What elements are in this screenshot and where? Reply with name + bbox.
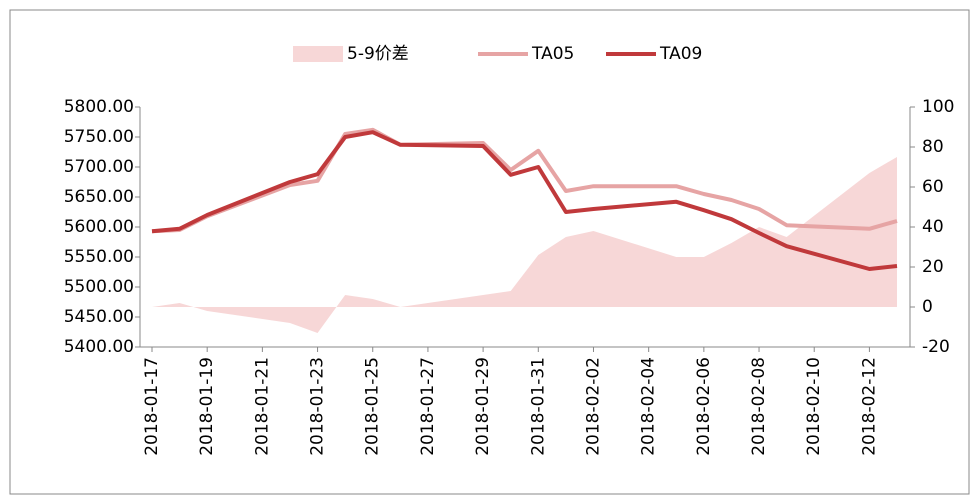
y-tick-label: 5600.00 [64, 217, 134, 237]
x-tick-label: 2018-01-31 [528, 357, 548, 456]
x-tick-label: 2018-01-17 [142, 357, 162, 456]
legend-label: TA05 [531, 44, 574, 64]
x-tick-label: 2018-02-10 [804, 357, 824, 456]
y-tick-label: 5700.00 [64, 157, 134, 177]
x-tick-label: 2018-02-06 [694, 357, 714, 456]
area [152, 157, 897, 333]
y2-tick-label: 40 [922, 217, 944, 237]
x-tick-label: 2018-02-12 [859, 357, 879, 456]
y-tick-label: 5450.00 [64, 307, 134, 327]
x-tick-label: 2018-01-21 [252, 357, 272, 456]
legend-label: TA09 [659, 44, 702, 64]
line-ta05 [151, 127, 898, 234]
y-tick-label: 5750.00 [64, 127, 134, 147]
legend-swatch [293, 46, 343, 62]
y2-tick-label: 0 [922, 297, 933, 317]
y-tick-label: 5500.00 [64, 277, 134, 297]
x-tick-label: 2018-01-27 [418, 357, 438, 456]
line-ta09 [151, 130, 898, 271]
y-tick-label: 5800.00 [64, 97, 134, 117]
y2-tick-label: 100 [922, 97, 954, 117]
y2-tick-label: 60 [922, 177, 944, 197]
y2-tick-label: 80 [922, 137, 944, 157]
x-tick-label: 2018-02-08 [749, 357, 769, 456]
x-tick-label: 2018-01-23 [308, 357, 328, 456]
y-tick-label: 5650.00 [64, 187, 134, 207]
legend-label: 5-9价差 [347, 44, 409, 64]
y2-tick-label: 20 [922, 257, 944, 277]
y-tick-label: 5550.00 [64, 247, 134, 267]
y-tick-label: 5400.00 [64, 337, 134, 357]
x-tick-label: 2018-01-19 [197, 357, 217, 456]
x-tick-label: 2018-02-04 [639, 357, 659, 456]
y2-tick-label: -20 [922, 337, 950, 357]
x-tick-label: 2018-01-29 [473, 357, 493, 456]
x-tick-label: 2018-02-02 [583, 357, 603, 456]
x-tick-label: 2018-01-25 [363, 357, 383, 456]
